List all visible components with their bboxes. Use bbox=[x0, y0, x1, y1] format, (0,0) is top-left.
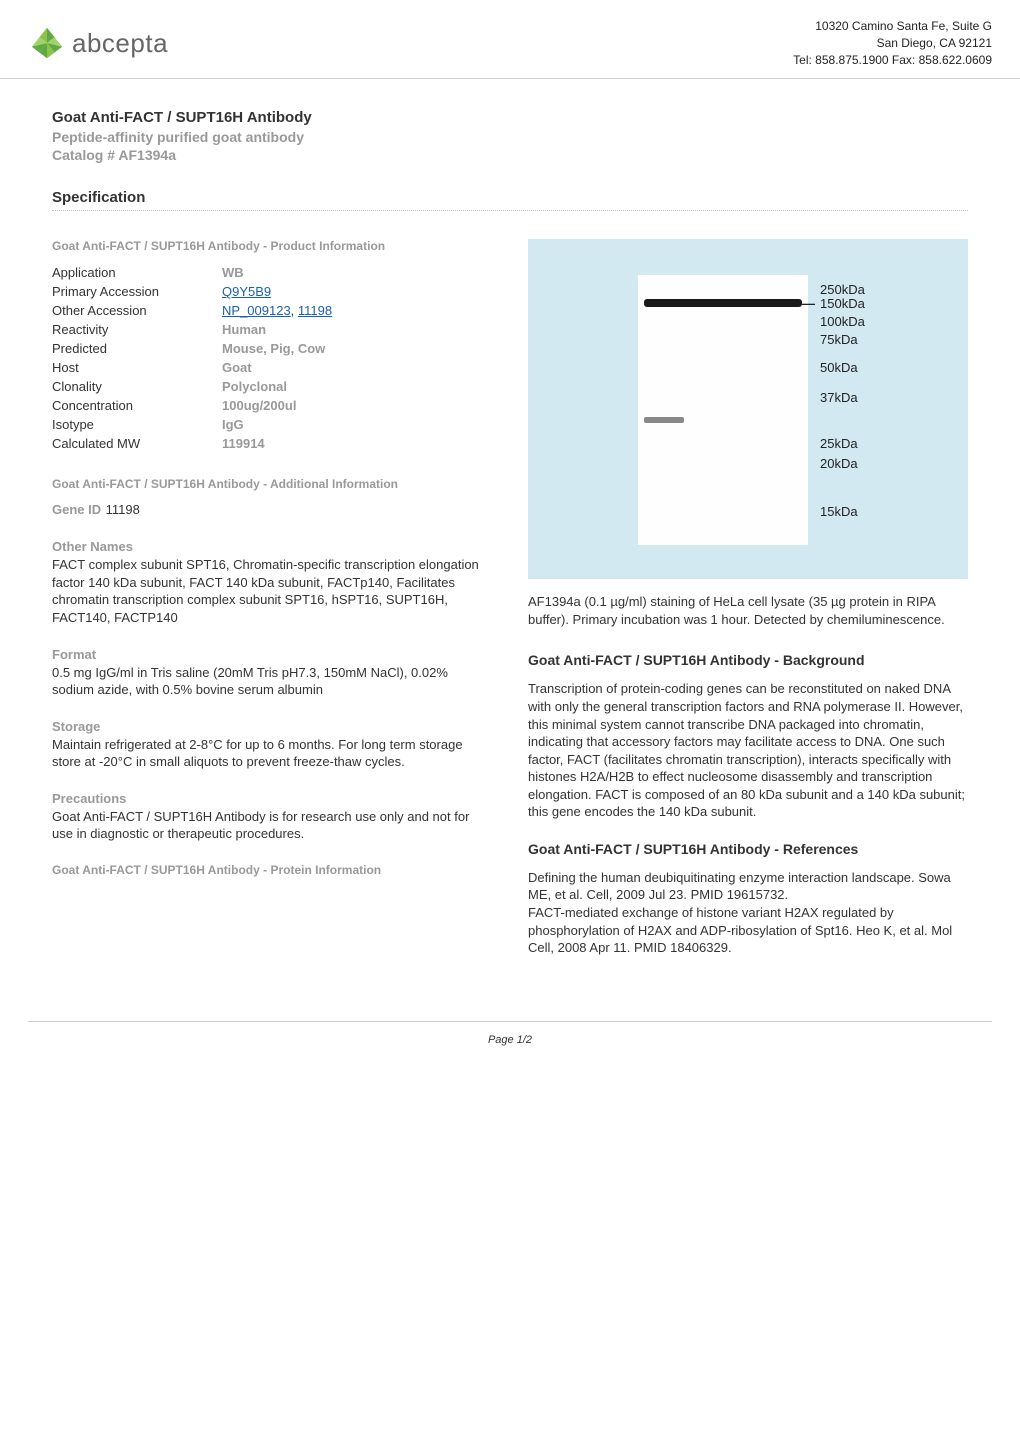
info-value: IgG bbox=[222, 415, 492, 434]
specification-heading: Specification bbox=[52, 189, 968, 211]
info-row: Concentration100ug/200ul bbox=[52, 396, 492, 415]
catalog-number: Catalog # AF1394a bbox=[52, 147, 968, 163]
info-value: 119914 bbox=[222, 434, 492, 453]
address-line-1: 10320 Camino Santa Fe, Suite G bbox=[793, 18, 992, 35]
address-line-2: San Diego, CA 92121 bbox=[793, 35, 992, 52]
accession-link[interactable]: 11198 bbox=[298, 303, 332, 318]
info-key: Isotype bbox=[52, 415, 222, 434]
address-line-3: Tel: 858.875.1900 Fax: 858.622.0609 bbox=[793, 52, 992, 69]
background-text: Transcription of protein-coding genes ca… bbox=[528, 680, 968, 820]
info-row: Calculated MW119914 bbox=[52, 434, 492, 453]
mw-label: 75kDa bbox=[820, 333, 858, 346]
mw-tick-icon: — bbox=[802, 297, 815, 310]
info-key: Reactivity bbox=[52, 320, 222, 339]
info-value: Q9Y5B9 bbox=[222, 282, 492, 301]
main-band bbox=[644, 299, 802, 307]
other-names-section: Other Names FACT complex subunit SPT16, … bbox=[52, 539, 492, 626]
references-text: Defining the human deubiquitinating enzy… bbox=[528, 869, 968, 957]
info-value: WB bbox=[222, 263, 492, 282]
format-section: Format 0.5 mg IgG/ml in Tris saline (20m… bbox=[52, 647, 492, 699]
image-caption: AF1394a (0.1 µg/ml) staining of HeLa cel… bbox=[528, 593, 968, 628]
info-row: ClonalityPolyclonal bbox=[52, 377, 492, 396]
company-logo: abcepta bbox=[28, 24, 168, 62]
info-value: NP_009123, 11198 bbox=[222, 301, 492, 320]
mw-label: 25kDa bbox=[820, 437, 858, 450]
product-info-label: Goat Anti-FACT / SUPT16H Antibody - Prod… bbox=[52, 239, 492, 253]
gene-id-section: Gene ID 11198 bbox=[52, 501, 492, 519]
references-title: Goat Anti-FACT / SUPT16H Antibody - Refe… bbox=[528, 841, 968, 857]
info-row: IsotypeIgG bbox=[52, 415, 492, 434]
info-row: ApplicationWB bbox=[52, 263, 492, 282]
storage-value: Maintain refrigerated at 2-8°C for up to… bbox=[52, 736, 492, 771]
western-blot-image: 250kDa—150kDa 100kDa 75kDa 50kDa 37kDa 25kDa 2… bbox=[528, 239, 968, 579]
info-row: Other AccessionNP_009123, 11198 bbox=[52, 301, 492, 320]
background-title: Goat Anti-FACT / SUPT16H Antibody - Back… bbox=[528, 652, 968, 668]
protein-info-label: Goat Anti-FACT / SUPT16H Antibody - Prot… bbox=[52, 863, 492, 877]
product-title: Goat Anti-FACT / SUPT16H Antibody bbox=[52, 109, 968, 126]
gene-id-value: 11198 bbox=[106, 502, 140, 517]
info-key: Host bbox=[52, 358, 222, 377]
info-value: Human bbox=[222, 320, 492, 339]
logo-text: abcepta bbox=[72, 28, 168, 59]
info-row: HostGoat bbox=[52, 358, 492, 377]
precautions-label: Precautions bbox=[52, 791, 492, 806]
info-value: 100ug/200ul bbox=[222, 396, 492, 415]
blot-strip bbox=[638, 275, 808, 545]
two-column-layout: Goat Anti-FACT / SUPT16H Antibody - Prod… bbox=[52, 239, 968, 976]
format-label: Format bbox=[52, 647, 492, 662]
left-column: Goat Anti-FACT / SUPT16H Antibody - Prod… bbox=[52, 239, 492, 976]
info-key: Primary Accession bbox=[52, 282, 222, 301]
other-names-value: FACT complex subunit SPT16, Chromatin-sp… bbox=[52, 556, 492, 626]
page-footer: Page 1/2 bbox=[28, 1021, 992, 1058]
mw-label: 100kDa bbox=[820, 315, 865, 328]
gene-id-label: Gene ID bbox=[52, 502, 101, 517]
info-key: Application bbox=[52, 263, 222, 282]
faint-band bbox=[644, 417, 684, 423]
info-value: Mouse, Pig, Cow bbox=[222, 339, 492, 358]
product-info-table: ApplicationWBPrimary AccessionQ9Y5B9Othe… bbox=[52, 263, 492, 453]
mw-label: 250kDa bbox=[820, 283, 865, 296]
precautions-section: Precautions Goat Anti-FACT / SUPT16H Ant… bbox=[52, 791, 492, 843]
mw-label: 20kDa bbox=[820, 457, 858, 470]
mw-label: 50kDa bbox=[820, 361, 858, 374]
mw-label: 15kDa bbox=[820, 505, 858, 518]
info-value: Polyclonal bbox=[222, 377, 492, 396]
storage-section: Storage Maintain refrigerated at 2-8°C f… bbox=[52, 719, 492, 771]
right-column: 250kDa—150kDa 100kDa 75kDa 50kDa 37kDa 25kDa 2… bbox=[528, 239, 968, 976]
logo-icon bbox=[28, 24, 66, 62]
additional-info-label: Goat Anti-FACT / SUPT16H Antibody - Addi… bbox=[52, 477, 492, 491]
info-row: ReactivityHuman bbox=[52, 320, 492, 339]
other-names-label: Other Names bbox=[52, 539, 492, 554]
accession-link[interactable]: NP_009123 bbox=[222, 303, 291, 318]
info-key: Predicted bbox=[52, 339, 222, 358]
info-key: Clonality bbox=[52, 377, 222, 396]
mw-label: —150kDa bbox=[820, 297, 865, 310]
product-subtitle: Peptide-affinity purified goat antibody bbox=[52, 129, 968, 145]
page-header: abcepta 10320 Camino Santa Fe, Suite G S… bbox=[0, 0, 1020, 79]
accession-link[interactable]: Q9Y5B9 bbox=[222, 284, 271, 299]
format-value: 0.5 mg IgG/ml in Tris saline (20mM Tris … bbox=[52, 664, 492, 699]
company-address: 10320 Camino Santa Fe, Suite G San Diego… bbox=[793, 18, 992, 68]
info-value: Goat bbox=[222, 358, 492, 377]
info-key: Concentration bbox=[52, 396, 222, 415]
info-key: Other Accession bbox=[52, 301, 222, 320]
mw-label: 37kDa bbox=[820, 391, 858, 404]
page-content: Goat Anti-FACT / SUPT16H Antibody Peptid… bbox=[0, 79, 1020, 996]
info-key: Calculated MW bbox=[52, 434, 222, 453]
storage-label: Storage bbox=[52, 719, 492, 734]
info-row: Primary AccessionQ9Y5B9 bbox=[52, 282, 492, 301]
info-row: PredictedMouse, Pig, Cow bbox=[52, 339, 492, 358]
precautions-value: Goat Anti-FACT / SUPT16H Antibody is for… bbox=[52, 808, 492, 843]
